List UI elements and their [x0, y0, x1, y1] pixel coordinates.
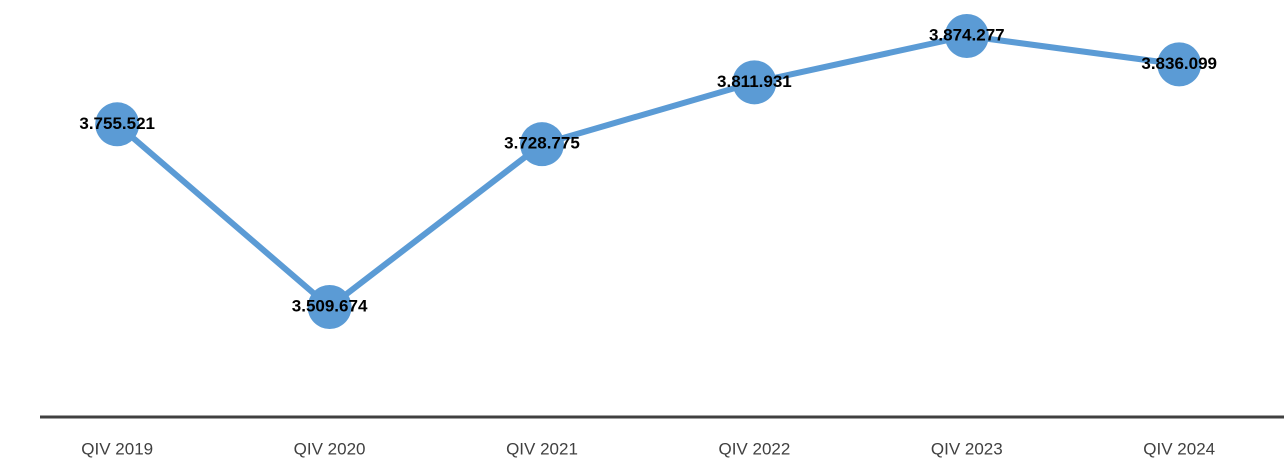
x-tick-label: QIV 2021 — [506, 439, 578, 458]
value-label: 3.874.277 — [929, 25, 1005, 44]
value-label: 3.836.099 — [1141, 54, 1217, 73]
point — [307, 285, 352, 329]
value-label: 3.728.775 — [504, 134, 580, 153]
point — [944, 14, 989, 58]
line — [115, 33, 1180, 310]
point — [95, 102, 140, 147]
point — [520, 122, 564, 167]
x-tick-label: QIV 2024 — [1143, 439, 1215, 458]
point — [1157, 42, 1202, 87]
x-tick-label: QIV 2022 — [718, 439, 790, 458]
x-tick-label: QIV 2019 — [81, 439, 153, 458]
value-label: 3.509.674 — [292, 296, 368, 315]
value-label: 3.811.931 — [717, 72, 792, 91]
x-tick-label: QIV 2023 — [931, 439, 1003, 458]
value-label: 3.755.521 — [79, 114, 155, 133]
x-tick-label: QIV 2020 — [294, 439, 366, 458]
point — [732, 60, 777, 105]
